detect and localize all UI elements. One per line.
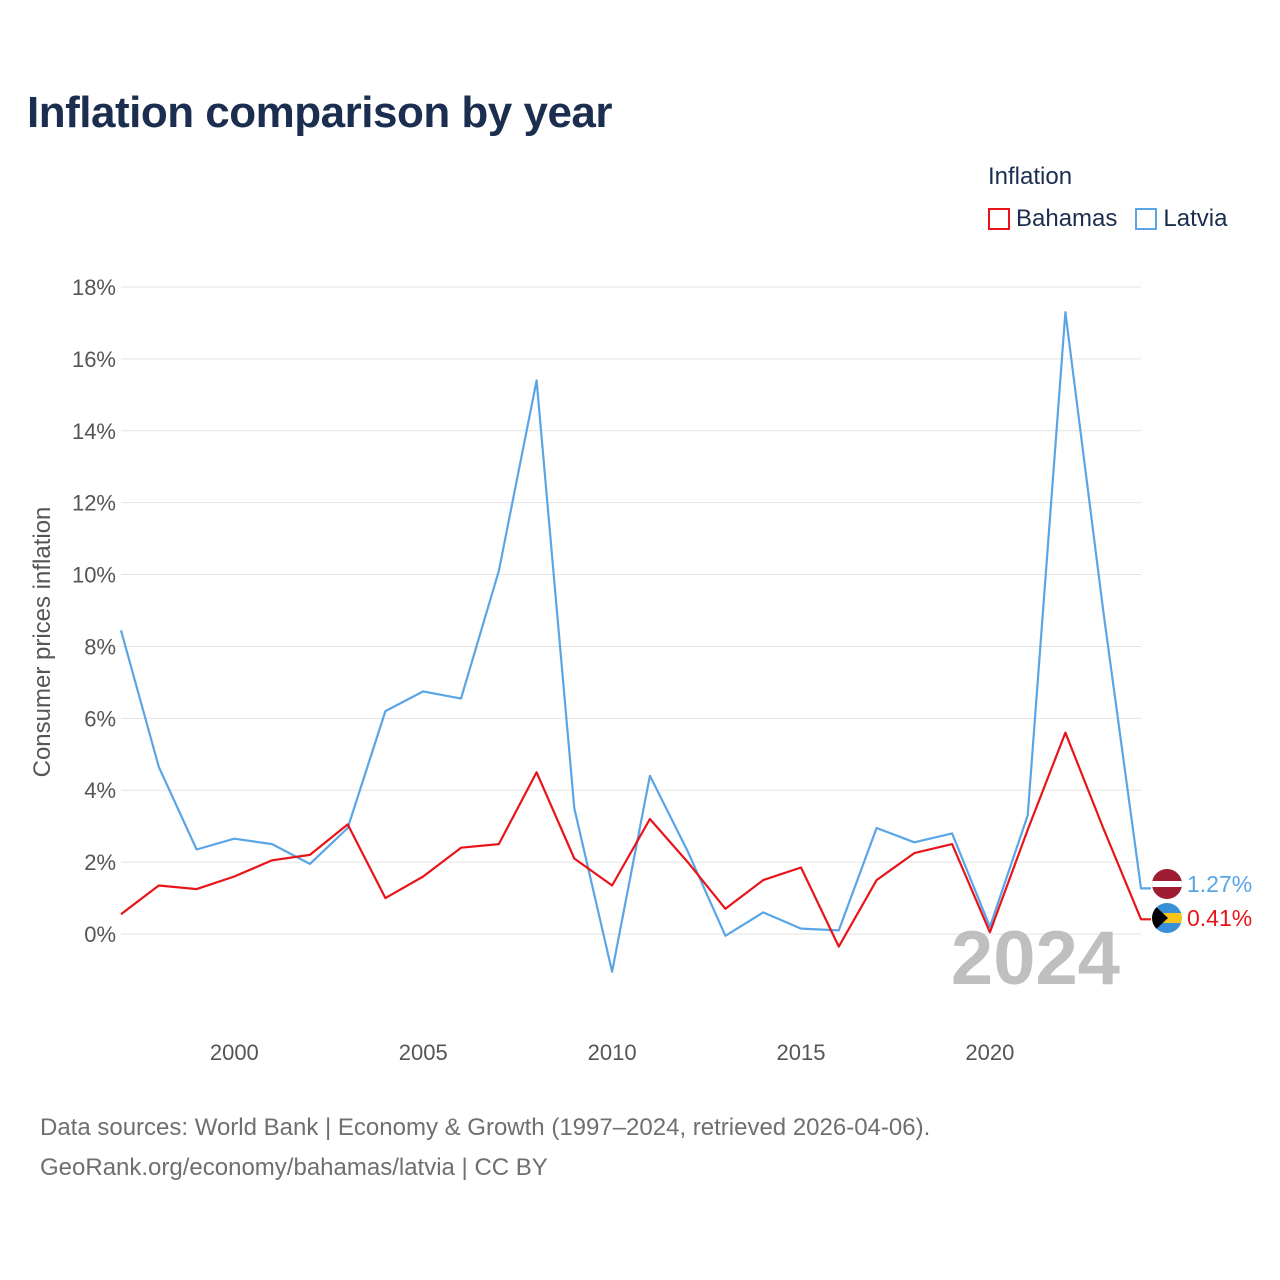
footer: Data sources: World Bank | Economy & Gro… xyxy=(40,1108,930,1188)
end-label-latvia: 1.27% xyxy=(1187,871,1252,897)
end-labels: 1.27% 0.41% xyxy=(1187,871,1252,931)
x-tick-label: 2000 xyxy=(210,1040,259,1065)
y-tick-label: 4% xyxy=(84,778,116,803)
y-tick-label: 10% xyxy=(72,563,116,588)
flag-latvia-icon xyxy=(1152,869,1182,899)
y-tick-label: 2% xyxy=(84,850,116,875)
series-line-latvia xyxy=(119,311,1151,973)
footer-sources: Data sources: World Bank | Economy & Gro… xyxy=(40,1114,931,1141)
y-tick-label: 8% xyxy=(84,634,116,659)
chart-title: Inflation comparison by year xyxy=(27,88,613,137)
y-tick-label: 16% xyxy=(72,347,116,372)
x-axis-ticks: 2000 2005 2010 2015 2020 xyxy=(210,1040,1015,1065)
x-tick-label: 2005 xyxy=(399,1040,448,1065)
year-watermark: 2024 xyxy=(951,916,1120,1001)
gridlines xyxy=(121,286,1141,935)
series-line-bahamas xyxy=(120,731,1151,948)
y-tick-label: 14% xyxy=(72,419,116,444)
y-tick-label: 0% xyxy=(84,922,116,947)
footer-attribution: GeoRank.org/economy/bahamas/latvia | CC … xyxy=(40,1154,548,1181)
legend-item-bahamas[interactable]: Bahamas xyxy=(988,205,1117,233)
end-label-bahamas: 0.41% xyxy=(1187,905,1252,931)
legend-swatch-bahamas xyxy=(988,208,1010,230)
y-axis-label: Consumer prices inflation xyxy=(29,507,56,778)
legend-label-latvia: Latvia xyxy=(1163,205,1228,232)
y-axis-ticks: 0% 2% 4% 6% 8% 10% 12% 14% 16% 18% xyxy=(72,275,116,947)
legend-swatch-latvia xyxy=(1135,208,1158,230)
legend-title: Inflation xyxy=(988,163,1073,190)
legend-item-latvia[interactable]: Latvia xyxy=(1135,205,1227,233)
series-lines xyxy=(119,311,1151,973)
x-tick-label: 2020 xyxy=(965,1040,1014,1065)
x-tick-label: 2015 xyxy=(777,1040,826,1065)
flag-bahamas-icon xyxy=(1152,903,1182,933)
legend-label-bahamas: Bahamas xyxy=(1016,205,1118,232)
end-flags xyxy=(1152,869,1182,933)
y-tick-label: 18% xyxy=(72,275,116,300)
x-tick-label: 2010 xyxy=(588,1040,637,1065)
y-tick-label: 6% xyxy=(84,706,116,731)
y-tick-label: 12% xyxy=(72,491,116,516)
legend: Bahamas Latvia xyxy=(988,205,1227,233)
